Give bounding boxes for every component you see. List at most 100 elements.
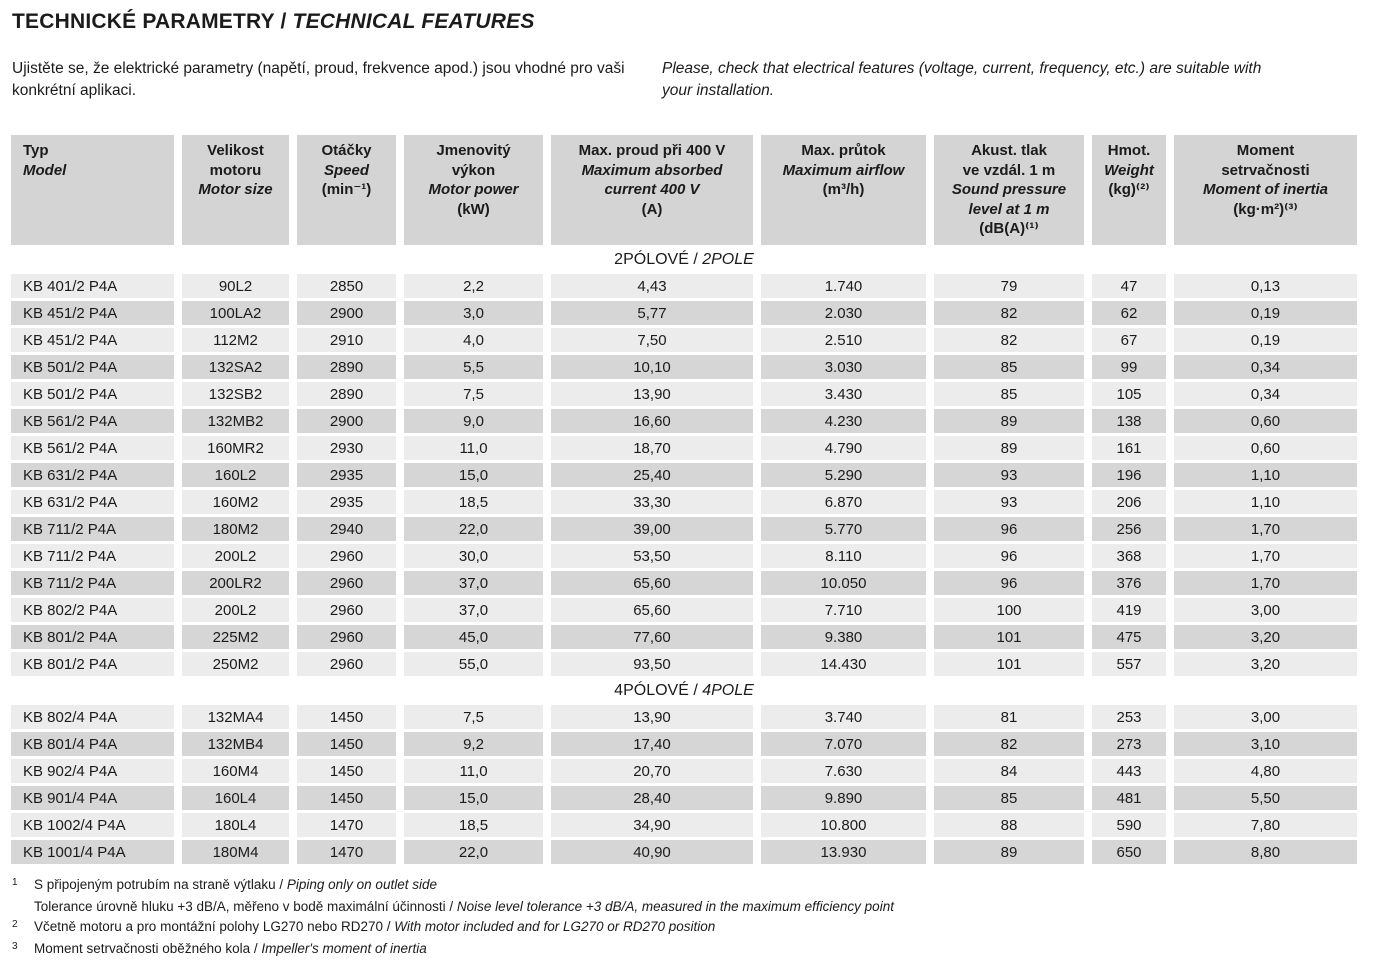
table-header: Typ Model Velikost motoru Motor size Otáčky S… <box>11 135 1357 245</box>
footnote-text: S připojeným potrubím na straně výtlaku … <box>34 875 437 897</box>
cell-model: KB 711/2 P4A <box>11 571 174 595</box>
cell-speed: 2960 <box>297 598 396 622</box>
cell-max-current: 17,40 <box>551 732 753 756</box>
cell-motor-size: 132MB4 <box>182 732 289 756</box>
cell-sound-pressure: 96 <box>934 544 1084 568</box>
table-row: KB 451/2 P4A 100LA2 2900 3,0 5,77 2.030 82 62 0,… <box>11 301 1357 325</box>
footnote-text-czech: Včetně motoru a pro montážní polohy LG27… <box>34 919 395 934</box>
cell-speed: 2935 <box>297 490 396 514</box>
cell-motor-power: 37,0 <box>404 598 543 622</box>
cell-max-airflow: 4.790 <box>761 436 926 460</box>
cell-motor-size: 225M2 <box>182 625 289 649</box>
cell-sound-pressure: 88 <box>934 813 1084 837</box>
cell-motor-size: 90L2 <box>182 274 289 298</box>
cell-max-airflow: 1.740 <box>761 274 926 298</box>
cell-max-airflow: 10.050 <box>761 571 926 595</box>
cell-motor-power: 22,0 <box>404 840 543 864</box>
cell-max-current: 13,90 <box>551 705 753 729</box>
cell-sound-pressure: 85 <box>934 786 1084 810</box>
section-label: 2PÓLOVÉ / 2POLE <box>11 248 1357 271</box>
cell-motor-power: 15,0 <box>404 786 543 810</box>
cell-max-current: 53,50 <box>551 544 753 568</box>
page-title: TECHNICKÉ PARAMETRY / TECHNICAL FEATURES <box>12 10 1370 34</box>
col-header-speed: Otáčky Speed (min⁻¹) <box>297 135 396 245</box>
cell-speed: 1450 <box>297 786 396 810</box>
cell-sound-pressure: 89 <box>934 409 1084 433</box>
cell-weight: 47 <box>1092 274 1166 298</box>
page-title-czech: TECHNICKÉ PARAMETRY / <box>12 10 287 33</box>
table-row: KB 631/2 P4A 160M2 2935 18,5 33,30 6.870 93 206… <box>11 490 1357 514</box>
cell-speed: 2890 <box>297 382 396 406</box>
header-czech: Max. průtok <box>801 142 886 159</box>
cell-weight: 161 <box>1092 436 1166 460</box>
cell-inertia: 0,19 <box>1174 328 1357 352</box>
table-row: KB 561/2 P4A 160MR2 2930 11,0 18,70 4.790 89 16… <box>11 436 1357 460</box>
cell-speed: 2930 <box>297 436 396 460</box>
section-label-english: 4POLE <box>702 681 754 699</box>
cell-max-airflow: 10.800 <box>761 813 926 837</box>
cell-max-current: 39,00 <box>551 517 753 541</box>
table-row: KB 711/2 P4A 200L2 2960 30,0 53,50 8.110 96 368… <box>11 544 1357 568</box>
cell-model: KB 711/2 P4A <box>11 544 174 568</box>
cell-weight: 253 <box>1092 705 1166 729</box>
cell-sound-pressure: 79 <box>934 274 1084 298</box>
cell-weight: 557 <box>1092 652 1166 676</box>
cell-max-airflow: 13.930 <box>761 840 926 864</box>
cell-max-airflow: 9.380 <box>761 625 926 649</box>
cell-motor-power: 7,5 <box>404 705 543 729</box>
cell-model: KB 401/2 P4A <box>11 274 174 298</box>
section-label-czech: 4PÓLOVÉ / <box>614 681 703 699</box>
cell-inertia: 3,00 <box>1174 705 1357 729</box>
table-row: KB 801/4 P4A 132MB4 1450 9,2 17,40 7.070 82 273… <box>11 732 1357 756</box>
cell-max-airflow: 2.510 <box>761 328 926 352</box>
cell-max-current: 25,40 <box>551 463 753 487</box>
cell-speed: 2940 <box>297 517 396 541</box>
cell-motor-size: 132MA4 <box>182 705 289 729</box>
col-header-inertia: Moment setrvačnosti Moment of inertia (kg·… <box>1174 135 1357 245</box>
header-czech: Moment setrvačnosti <box>1221 142 1310 179</box>
cell-max-airflow: 7.630 <box>761 759 926 783</box>
page-title-english: TECHNICAL FEATURES <box>292 10 535 33</box>
cell-motor-power: 4,0 <box>404 328 543 352</box>
header-english: Maximum absorbed current 400 V <box>581 161 723 199</box>
header-unit: (m³/h) <box>822 181 865 198</box>
cell-max-current: 13,90 <box>551 382 753 406</box>
footnote-text: Moment setrvačnosti oběžného kola / Impe… <box>34 939 427 961</box>
footnote-text-czech: Moment setrvačnosti oběžného kola / <box>34 941 262 956</box>
cell-model: KB 801/4 P4A <box>11 732 174 756</box>
cell-motor-size: 180L4 <box>182 813 289 837</box>
cell-speed: 1450 <box>297 732 396 756</box>
cell-max-airflow: 3.740 <box>761 705 926 729</box>
cell-motor-power: 3,0 <box>404 301 543 325</box>
cell-model: KB 1002/4 P4A <box>11 813 174 837</box>
table-row: KB 451/2 P4A 112M2 2910 4,0 7,50 2.510 82 67 0,1… <box>11 328 1357 352</box>
cell-model: KB 561/2 P4A <box>11 409 174 433</box>
cell-motor-size: 250M2 <box>182 652 289 676</box>
table-row: KB 902/4 P4A 160M4 1450 11,0 20,70 7.630 84 443… <box>11 759 1357 783</box>
footnote-text-czech: Tolerance úrovně hluku +3 dB/A, měřeno v… <box>34 899 457 914</box>
cell-motor-power: 11,0 <box>404 759 543 783</box>
cell-model: KB 631/2 P4A <box>11 490 174 514</box>
table-header-row: Typ Model Velikost motoru Motor size Otáčky S… <box>11 135 1357 245</box>
table-row: KB 711/2 P4A 200LR2 2960 37,0 65,60 10.050 96 3… <box>11 571 1357 595</box>
cell-motor-power: 9,0 <box>404 409 543 433</box>
table-row: KB 711/2 P4A 180M2 2940 22,0 39,00 5.770 96 256… <box>11 517 1357 541</box>
cell-motor-size: 200LR2 <box>182 571 289 595</box>
cell-motor-power: 18,5 <box>404 813 543 837</box>
cell-speed: 2960 <box>297 652 396 676</box>
cell-inertia: 1,70 <box>1174 544 1357 568</box>
header-unit: (A) <box>641 200 663 218</box>
header-english: Sound pressure level at 1 m <box>951 181 1067 218</box>
col-header-max-airflow: Max. průtok Maximum airflow (m³/h) <box>761 135 926 245</box>
cell-motor-size: 160MR2 <box>182 436 289 460</box>
cell-motor-size: 180M4 <box>182 840 289 864</box>
header-english: Speed <box>323 161 369 179</box>
cell-weight: 67 <box>1092 328 1166 352</box>
section-row: 2PÓLOVÉ / 2POLE <box>11 248 1357 271</box>
cell-inertia: 3,20 <box>1174 652 1357 676</box>
header-unit: (kW) <box>457 200 490 218</box>
cell-weight: 376 <box>1092 571 1166 595</box>
cell-speed: 2935 <box>297 463 396 487</box>
cell-speed: 2960 <box>297 625 396 649</box>
intro-english: Please, check that electrical features (… <box>662 60 1262 99</box>
